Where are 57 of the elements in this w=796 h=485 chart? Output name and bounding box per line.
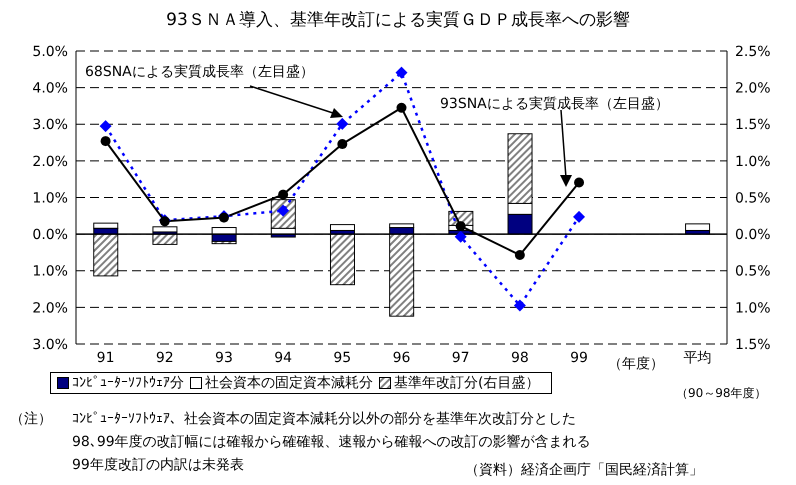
point [337, 139, 348, 150]
point [574, 177, 584, 188]
x-tick-label: 平均 [683, 350, 712, 366]
legend-label: 基準年改訂分(右目盛） [393, 375, 540, 391]
y2-tick-label: 2.5% [735, 44, 771, 60]
y2-tick-label: 0.0% [735, 227, 771, 244]
point [573, 210, 586, 223]
point [454, 230, 467, 243]
bar [330, 224, 355, 231]
point [336, 118, 348, 130]
y-tick-label: 1.0% [32, 190, 68, 206]
x-tick-label: 94 [274, 350, 292, 366]
y2-tick-label: 0.5% [735, 264, 771, 280]
chart-title: 93ＳＮＡ導入、基準年改訂による実質ＧＤＰ成長率への影響 [165, 9, 631, 31]
point [278, 190, 288, 200]
y-tick-label: 2.0% [32, 300, 68, 316]
bar [685, 223, 710, 231]
point [456, 221, 466, 232]
text: （90～98年度） [676, 385, 767, 402]
legend-label: 社会資本の固定資本減耗分 [204, 375, 373, 391]
text: （注） [10, 410, 52, 428]
point [100, 136, 111, 146]
x-tick-label: 99 [570, 350, 588, 366]
x-tick-label: 93 [215, 350, 233, 366]
y2-tick-label: 1.5% [735, 336, 771, 353]
y-tick-label: 5.0% [32, 44, 68, 60]
legend-label: ｺﾝﾋﾟｭｰﾀｰｿﾌﾄｳｪｱ分 [71, 375, 184, 391]
y-tick-label: 4.0% [32, 80, 68, 97]
text: ｺﾝﾋﾟｭｰﾀｰｿﾌﾄｳｪｱ、社会資本の固定資本減耗分以外の部分を基準年次改訂分とした [72, 410, 576, 428]
y2-tick-label: 1.5% [735, 117, 771, 134]
y2-tick-label: 2.0% [735, 80, 771, 97]
x-tick-label: 98 [510, 350, 529, 366]
text: 98､99年度の改訂幅には確報から確確報、速報から確報への改訂の影響が含まれる [72, 433, 591, 451]
y2-tick-label: 1.0% [735, 300, 771, 316]
point [396, 102, 406, 113]
y2-tick-label: 1.0% [735, 154, 771, 170]
y-tick-label: 3.0% [32, 117, 68, 134]
x-tick-label: 92 [156, 350, 174, 366]
point [514, 300, 526, 312]
y-tick-label: 0.0% [32, 227, 68, 244]
text: （資料）経済企画庁「国民経済計算」 [465, 461, 703, 479]
x-tick-label: 95 [333, 350, 352, 366]
text: 93SNAによる実質成長率（左目盛） [440, 95, 669, 113]
point [100, 120, 112, 132]
point [218, 212, 229, 223]
text: 68SNAによる実質成長率（左目盛） [85, 63, 314, 81]
y-tick-label: 3.0% [32, 336, 68, 353]
point [396, 66, 408, 79]
y-tick-label: 1.0% [32, 264, 68, 280]
point [514, 250, 525, 260]
x-tick-label: 96 [392, 350, 410, 366]
y2-tick-label: 0.5% [735, 190, 771, 206]
x-tick-label: 91 [96, 350, 115, 366]
text: 99年度改訂の内訳は未発表 [72, 456, 244, 474]
x-tick-label: 97 [452, 350, 470, 366]
y-tick-label: 2.0% [32, 154, 68, 170]
x-axis-title: （年度） [608, 355, 664, 373]
